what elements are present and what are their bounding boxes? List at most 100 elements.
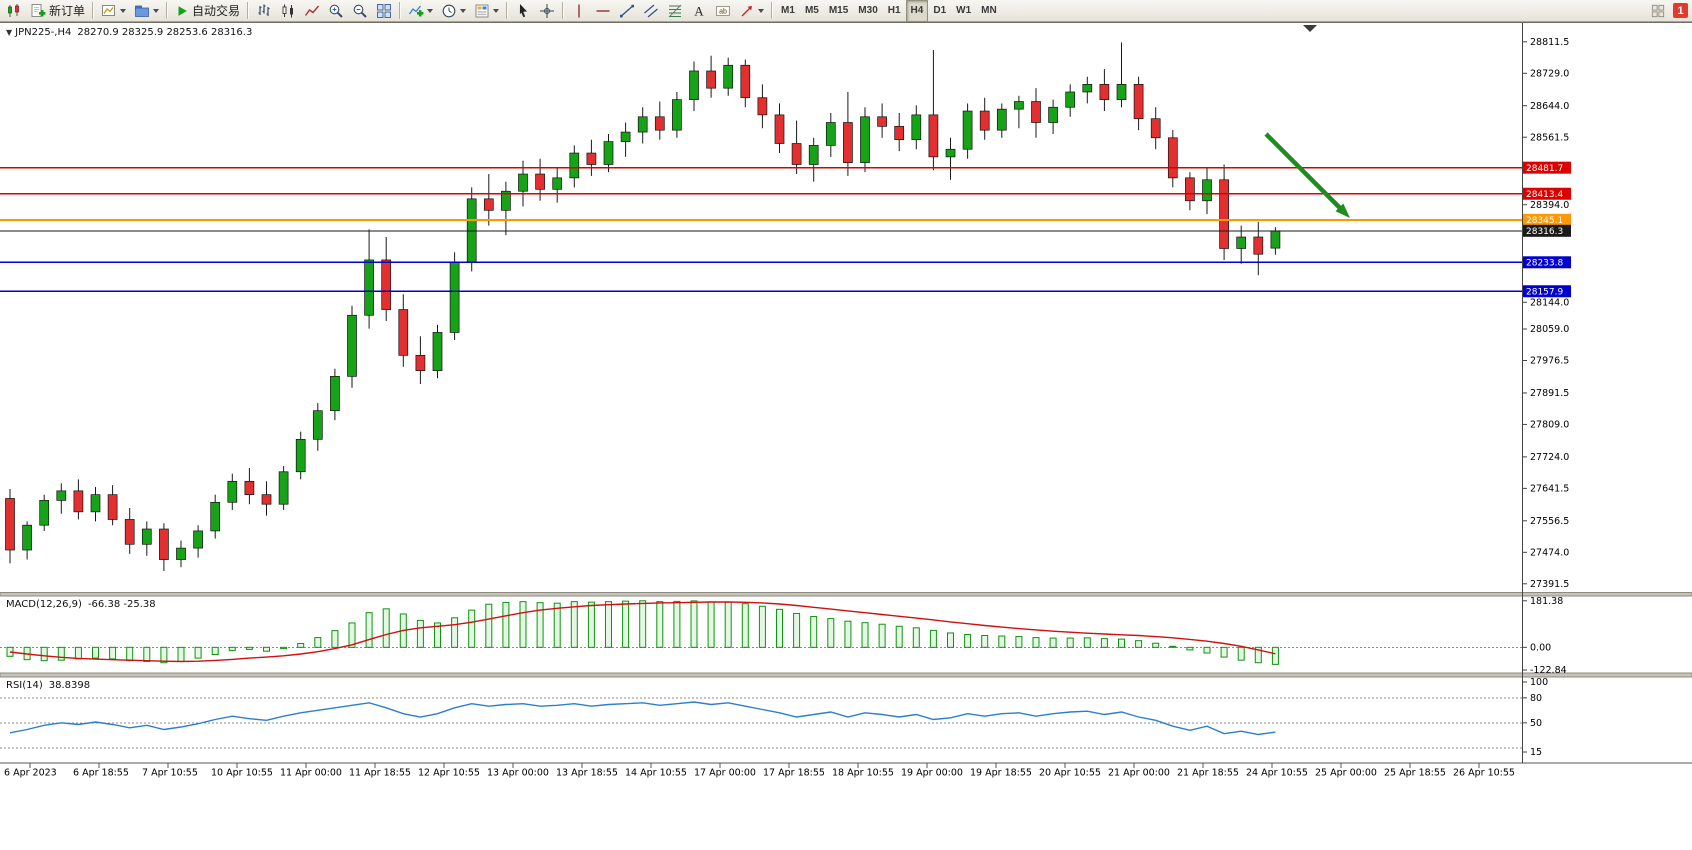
- candle-body: [825, 122, 836, 146]
- arrows-button[interactable]: [735, 0, 768, 22]
- timeframe-h1-button[interactable]: H1: [887, 5, 901, 16]
- candle-body: [1219, 179, 1229, 249]
- timeframe-mn-button[interactable]: MN: [981, 5, 997, 16]
- macd-histogram-bar: [331, 630, 339, 648]
- rsi-scale-label: 50: [1530, 718, 1542, 729]
- macd-histogram-bar: [109, 646, 117, 660]
- new-chart-button[interactable]: [97, 0, 130, 22]
- price-scale[interactable]: 28811.5 28729.0 28644.0 28561.5 28394.0 28144…: [1522, 37, 1571, 758]
- candle-body: [552, 177, 563, 190]
- pane-separator[interactable]: [0, 672, 1692, 678]
- timeframe-m5-button[interactable]: M5: [804, 5, 819, 16]
- time-axis-label: 14 Apr 10:55: [625, 768, 687, 779]
- rsi-label: RSI(14): [6, 680, 43, 691]
- candle-body: [1133, 83, 1144, 120]
- macd-histogram-bar: [895, 625, 903, 648]
- line-chart-button[interactable]: [300, 0, 324, 22]
- candle-body: [672, 99, 682, 131]
- time-axis[interactable]: 6 Apr 2023 6 Apr 18:55 7 Apr 10:55 10 Apr 1…: [4, 763, 1515, 779]
- templates-button[interactable]: [470, 0, 503, 22]
- timeframe-m1-button[interactable]: M1: [781, 5, 795, 16]
- toolbar-separator: [399, 2, 402, 19]
- price-chip-resistance: [1523, 161, 1571, 174]
- crosshair-button[interactable]: [535, 0, 559, 22]
- macd-histogram-bar: [639, 600, 647, 648]
- macd-histogram-bar: [502, 601, 510, 648]
- zoom-out-button[interactable]: [348, 0, 372, 22]
- macd-histogram-bar: [878, 623, 886, 648]
- price-tick-label: 27976.5: [1530, 356, 1569, 367]
- candle-body: [415, 354, 426, 371]
- text-label-button[interactable]: ab: [711, 0, 735, 22]
- time-axis-label: 6 Apr 18:55: [73, 768, 129, 779]
- tile-windows-button[interactable]: [372, 0, 396, 22]
- one-click-collapse-icon[interactable]: ▼: [6, 28, 13, 37]
- new-order-button[interactable]: 新订单: [26, 0, 89, 22]
- candlesticks-button[interactable]: [276, 0, 300, 22]
- macd-histogram-bar: [1135, 640, 1143, 648]
- price-tick-label: 27474.0: [1530, 548, 1569, 559]
- time-axis-label: 11 Apr 00:00: [280, 768, 342, 779]
- macd-histogram-bar: [468, 609, 476, 648]
- zoom-in-button[interactable]: [324, 0, 348, 22]
- macd-histogram-bar: [758, 605, 766, 648]
- candle-body: [107, 494, 118, 520]
- vertical-line-button[interactable]: [567, 0, 591, 22]
- price-tick-label: 27556.5: [1530, 516, 1569, 527]
- macd-histogram-bar: [964, 634, 972, 648]
- chart-shift-marker[interactable]: [1303, 25, 1317, 32]
- window-layout-button[interactable]: [1647, 0, 1669, 22]
- timeframe-m30-button[interactable]: M30: [858, 5, 878, 16]
- macd-legend: MACD(12,26,9) -66.38 -25.38: [6, 599, 156, 610]
- notification-badge[interactable]: 1: [1673, 3, 1688, 18]
- timeframe-d1-button[interactable]: D1: [933, 5, 947, 16]
- candle-body: [364, 259, 374, 316]
- horizontal-lines: [0, 167, 1522, 293]
- periods-button[interactable]: [437, 0, 470, 22]
- timeframe-m15-button[interactable]: M15: [828, 5, 849, 16]
- indicators-button[interactable]: [404, 0, 437, 22]
- macd-histogram-bar: [724, 601, 732, 648]
- time-axis-label: 21 Apr 00:00: [1108, 768, 1170, 779]
- rsi-pane: [9, 701, 1276, 736]
- equidistant-channel-button[interactable]: [639, 0, 663, 22]
- time-axis-label: 13 Apr 00:00: [487, 768, 549, 779]
- timeframe-w1-button[interactable]: W1: [956, 5, 972, 16]
- macd-histogram-bar: [553, 602, 561, 648]
- price-tick-label: 27641.5: [1530, 484, 1569, 495]
- cursor-button[interactable]: [511, 0, 535, 22]
- macd-histogram-bar: [844, 620, 852, 648]
- macd-histogram-bar: [245, 646, 253, 650]
- text-button[interactable]: A: [687, 0, 711, 22]
- macd-histogram-bar: [1152, 642, 1160, 648]
- fibonacci-button[interactable]: [663, 0, 687, 22]
- text-label-icon: ab: [715, 3, 731, 19]
- toolbar: 新订单 自动交易: [0, 0, 1692, 22]
- candle-body: [774, 114, 785, 144]
- fibonacci-icon: [667, 3, 683, 19]
- trend-arrow-shaft[interactable]: [1264, 132, 1342, 210]
- autotrading-button[interactable]: 自动交易: [171, 0, 244, 22]
- macd-histogram-bar: [1049, 637, 1057, 648]
- dropdown-caret-icon: [427, 9, 434, 16]
- rsi-scale-label: 100: [1530, 677, 1548, 688]
- time-axis-label: 21 Apr 18:55: [1177, 768, 1239, 779]
- tile-windows-icon: [376, 3, 392, 19]
- arrows-icon: [739, 3, 755, 19]
- macd-histogram-bar: [194, 646, 202, 659]
- pane-separator[interactable]: [0, 592, 1692, 597]
- bar-chart-button[interactable]: [252, 0, 276, 22]
- chart-window-button[interactable]: [2, 0, 26, 22]
- chart-canvas[interactable]: 28811.5 28729.0 28644.0 28561.5 28394.0 28144…: [0, 23, 1692, 850]
- trendline-button[interactable]: [615, 0, 639, 22]
- timeframe-h4-button[interactable]: H4: [905, 0, 929, 22]
- trend-arrow-annotation[interactable]: [1264, 132, 1351, 219]
- profiles-button[interactable]: [130, 0, 163, 22]
- vertical-line-icon: [571, 3, 587, 19]
- chart-legend: ▼ JPN225-,H4 28270.9 28325.9 28253.6 28316…: [6, 27, 252, 38]
- chart-region[interactable]: 28811.5 28729.0 28644.0 28561.5 28394.0 28144…: [0, 22, 1692, 850]
- macd-histogram-bar: [1254, 646, 1262, 664]
- trend-arrow-head[interactable]: [1335, 203, 1351, 219]
- horizontal-line-button[interactable]: [591, 0, 615, 22]
